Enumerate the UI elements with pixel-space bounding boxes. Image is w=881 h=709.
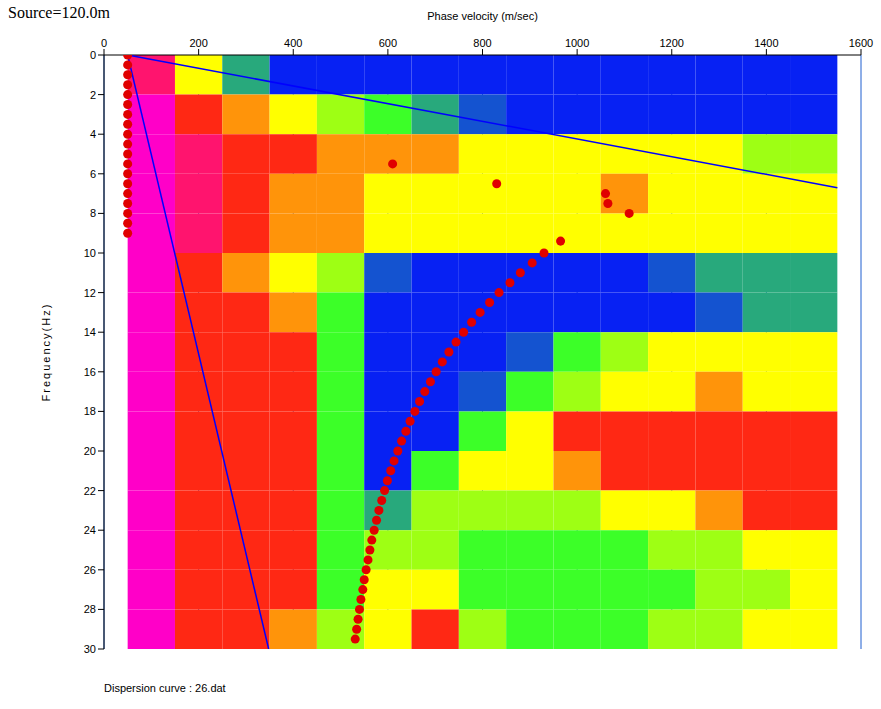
svg-text:0: 0 xyxy=(101,37,107,49)
html-text:Dispersion curve : 26.dat: Dispersion curve : 26.dat xyxy=(104,682,226,694)
svg-text:0: 0 xyxy=(90,49,96,61)
svg-text:1600: 1600 xyxy=(849,37,873,49)
svg-text:8: 8 xyxy=(90,207,96,219)
svg-text:22: 22 xyxy=(84,485,96,497)
svg-text:1000: 1000 xyxy=(565,37,589,49)
svg-text:28: 28 xyxy=(84,603,96,615)
html-text:Phase velocity (m/sec): Phase velocity (m/sec) xyxy=(427,10,538,22)
svg-text:2: 2 xyxy=(90,89,96,101)
svg-text:18: 18 xyxy=(84,405,96,417)
svg-text:4: 4 xyxy=(90,128,96,140)
svg-text:24: 24 xyxy=(84,524,96,536)
svg-text:26: 26 xyxy=(84,564,96,576)
svg-text:6: 6 xyxy=(90,168,96,180)
html-text:Source=120.0m: Source=120.0m xyxy=(8,4,110,21)
svg-text:200: 200 xyxy=(189,37,207,49)
svg-text:10: 10 xyxy=(84,247,96,259)
svg-text:800: 800 xyxy=(473,37,491,49)
svg-text:1200: 1200 xyxy=(660,37,684,49)
svg-text:Frequency(Hz): Frequency(Hz) xyxy=(40,303,52,402)
svg-text:14: 14 xyxy=(84,326,96,338)
svg-text:400: 400 xyxy=(284,37,302,49)
svg-text:30: 30 xyxy=(84,643,96,655)
svg-text:12: 12 xyxy=(84,287,96,299)
svg-text:16: 16 xyxy=(84,366,96,378)
svg-text:20: 20 xyxy=(84,445,96,457)
svg-text:600: 600 xyxy=(379,37,397,49)
svg-text:1400: 1400 xyxy=(754,37,778,49)
